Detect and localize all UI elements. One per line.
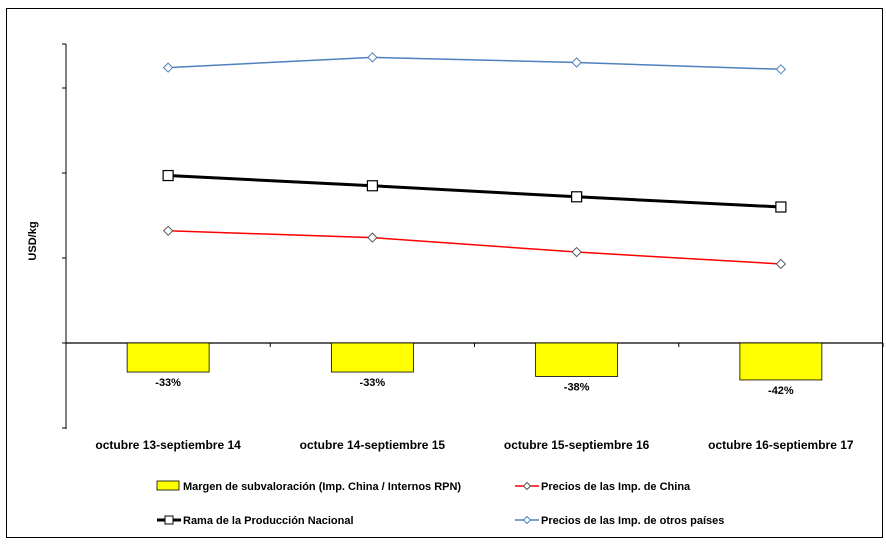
x-tick-label: octubre 13-septiembre 14 bbox=[95, 438, 241, 452]
x-tick-labels: octubre 13-septiembre 14 octubre 14-septi… bbox=[95, 438, 853, 452]
series-point bbox=[775, 201, 787, 213]
legend-swatch bbox=[156, 480, 180, 491]
series-point bbox=[366, 180, 378, 192]
chart-svg: -33% -33% -38% -42% octubre 13-septiembre 1… bbox=[27, 43, 884, 527]
legend-marker bbox=[164, 515, 174, 525]
bar-data-label: -42% bbox=[768, 385, 794, 397]
series-point bbox=[571, 57, 582, 68]
legend: Margen de subvaloración (Imp. China / In… bbox=[156, 480, 724, 527]
series-line bbox=[168, 230, 781, 265]
bar bbox=[739, 342, 823, 381]
bars-layer bbox=[126, 342, 823, 381]
series-point bbox=[367, 52, 378, 63]
legend-label: Precios de las Imp. de otros países bbox=[541, 515, 724, 527]
legend-marker bbox=[522, 481, 532, 491]
series-point bbox=[775, 64, 787, 75]
series-point bbox=[571, 246, 582, 258]
series-point bbox=[162, 225, 174, 237]
series-point bbox=[162, 62, 174, 73]
legend-label: Margen de subvaloración (Imp. China / In… bbox=[183, 481, 461, 493]
chart-frame: -33% -33% -38% -42% octubre 13-septiembre 1… bbox=[6, 8, 884, 538]
bar-data-label: -33% bbox=[360, 377, 386, 389]
bar-data-label: -38% bbox=[564, 381, 590, 393]
bar-labels-layer: -33% -33% -38% -42% bbox=[155, 377, 794, 397]
lines-layer bbox=[162, 52, 787, 270]
x-tick-label: octubre 14-septiembre 15 bbox=[300, 438, 446, 452]
x-tick-label: octubre 16-septiembre 17 bbox=[708, 438, 854, 452]
legend-label: Precios de las Imp. de China bbox=[541, 481, 691, 493]
series-point bbox=[775, 258, 787, 270]
legend-label: Rama de la Producción Nacional bbox=[183, 515, 354, 527]
bar-data-label: -33% bbox=[155, 377, 181, 389]
bar bbox=[330, 342, 414, 373]
legend-marker bbox=[522, 515, 532, 525]
bar bbox=[535, 342, 619, 377]
y-axis-label: USD/kg bbox=[27, 221, 39, 260]
x-tick-label: octubre 15-septiembre 16 bbox=[504, 438, 650, 452]
bar bbox=[126, 342, 210, 373]
series-point bbox=[571, 191, 583, 203]
series-point bbox=[162, 169, 174, 182]
series-line bbox=[168, 174, 781, 209]
series-line bbox=[168, 56, 781, 71]
series-point bbox=[367, 232, 378, 243]
